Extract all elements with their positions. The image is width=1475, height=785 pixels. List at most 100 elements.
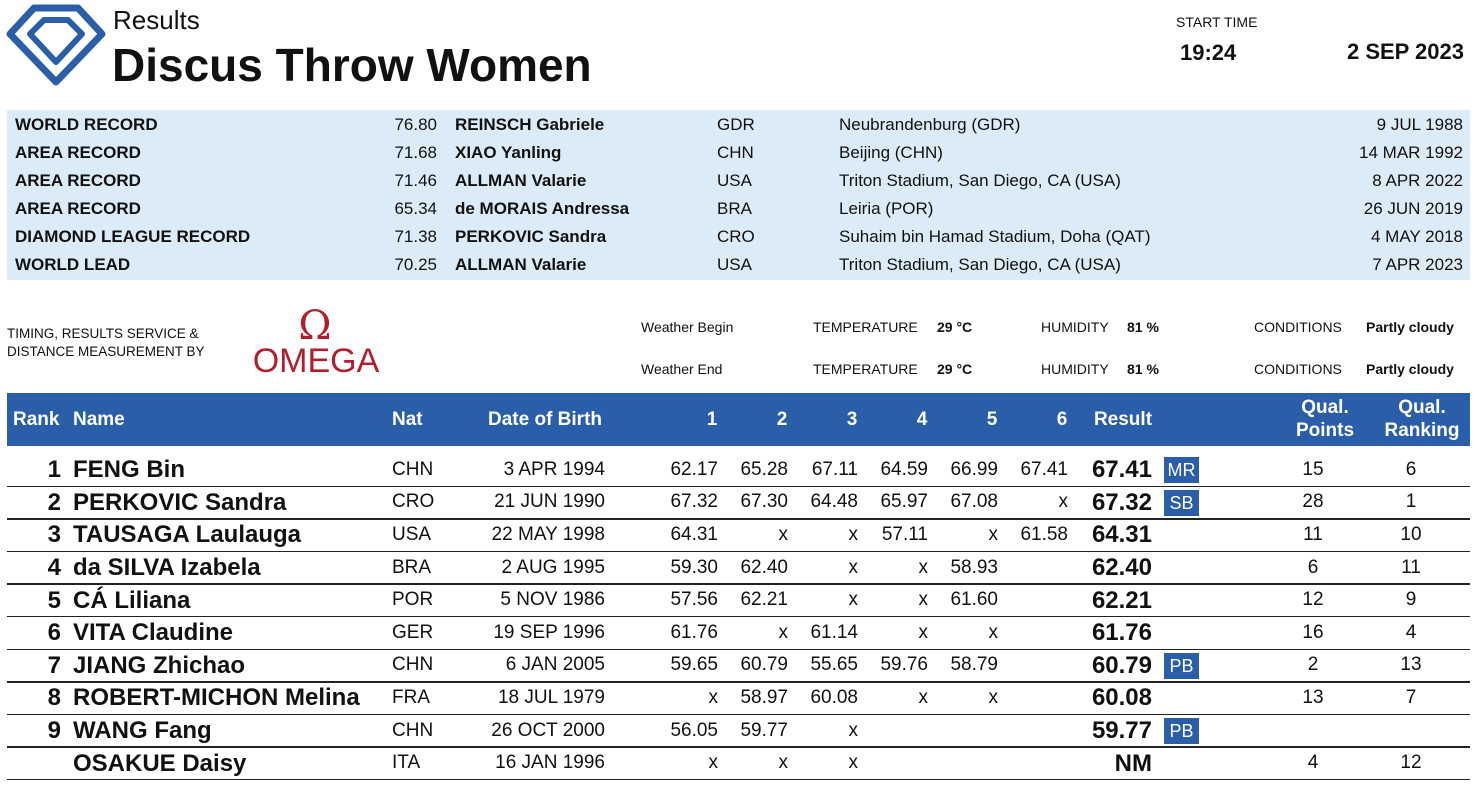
record-nat: CHN [717,143,754,163]
weather-field: HUMIDITY [1041,361,1109,378]
attempt: x [708,752,719,774]
attempt: 61.14 [810,621,858,643]
attempt: 62.21 [740,589,788,611]
nat: GER [392,621,434,643]
record-nat: USA [717,171,752,191]
result: 67.41 [1091,456,1152,484]
record-label: WORLD RECORD [15,115,158,135]
record-nat: CRO [717,227,755,247]
date-of-birth: 2 AUG 1995 [501,556,605,578]
rank: 4 [47,554,61,581]
rank: 8 [47,684,61,712]
result: 62.21 [1091,586,1152,614]
record-venue: Triton Stadium, San Diego, CA (USA) [839,171,1121,191]
column-header: Result [1093,408,1153,430]
record-mark: 70.25 [394,255,437,275]
nat: BRA [392,556,432,578]
attempt: x [778,523,789,545]
qual-ranking: 1 [1405,491,1417,513]
record-holder: ALLMAN Valarie [455,171,587,191]
omega-symbol: Ω [298,303,332,349]
row-separator [7,485,1470,487]
record-nat: GDR [717,115,755,135]
date-of-birth: 18 JUL 1979 [497,686,605,708]
attempt: 55.65 [810,654,858,676]
qual-points: 4 [1307,752,1319,774]
row-separator [7,550,1470,553]
result: 60.08 [1091,684,1152,712]
nat: ITA [392,752,421,774]
attempt: 59.65 [670,654,718,676]
date-of-birth: 26 OCT 2000 [491,719,605,741]
column-header: 3 [846,408,858,430]
result: 59.77 [1091,717,1152,744]
record-mark: 71.68 [394,143,437,163]
attempt: 67.41 [1020,458,1068,480]
row-separator [7,681,1470,683]
athlete-name: da SILVA Izabela [73,554,261,581]
start-time: 19:24 [1180,39,1237,65]
qual-ranking: 10 [1400,523,1422,545]
qual-points: 13 [1302,686,1324,708]
weather-field: 29 °C [937,319,973,336]
rank: 6 [47,619,61,647]
qual-points: 11 [1303,523,1323,545]
attempt: 61.76 [670,621,718,643]
attempt: 57.56 [670,589,718,611]
qual-ranking: 4 [1405,621,1417,643]
record-venue: Neubrandenburg (GDR) [839,115,1021,135]
records-box [7,110,1470,280]
weather-field: Partly cloudy [1366,319,1454,336]
result: 67.32 [1091,488,1152,516]
attempt: 58.79 [950,654,998,676]
attempt: 65.28 [740,458,788,480]
weather-field: TEMPERATURE [813,361,918,378]
record-holder: de MORAIS Andressa [455,199,630,219]
record-date: 7 APR 2023 [1372,255,1463,275]
date-of-birth: 16 JAN 1996 [495,752,605,774]
record-badge: SB [1164,489,1199,516]
record-nat: USA [717,255,752,275]
rank: 5 [47,586,61,614]
row-separator [7,518,1470,520]
nat: CRO [392,491,435,513]
attempt: 64.48 [810,491,858,513]
record-holder: ALLMAN Valarie [455,255,587,275]
start-time-label: START TIME [1176,14,1258,31]
column-header: 1 [706,408,718,430]
attempt: 64.59 [880,458,928,480]
diamond-logo [6,4,106,86]
timing-label: DISTANCE MEASUREMENT BY [7,343,205,359]
attempt: x [988,686,999,708]
attempt: 65.97 [880,491,928,513]
column-header: Qual. Ranking [1384,397,1460,441]
column-header: Nat [392,408,423,430]
row-separator [7,713,1470,716]
attempt: 61.60 [950,589,998,611]
attempt: 67.08 [950,491,998,513]
record-date: 9 JUL 1988 [1376,115,1463,135]
record-label: AREA RECORD [15,199,141,219]
attempt: x [988,523,999,545]
attempt: 67.30 [740,491,788,513]
attempt: x [918,686,929,708]
attempt: x [1058,491,1069,513]
nat: CHN [392,654,434,676]
attempt: 56.05 [670,719,718,741]
attempt: x [708,686,719,708]
row-separator [7,583,1470,585]
qual-ranking: 9 [1405,589,1417,611]
attempt: x [848,589,859,611]
athlete-name: CÁ Liliana [73,586,191,614]
attempt: 59.30 [670,556,718,578]
record-label: WORLD LEAD [15,255,131,275]
timing-label: TIMING, RESULTS SERVICE & [7,325,199,341]
weather-field: 81 % [1127,319,1159,336]
rank: 3 [47,521,61,549]
attempt: 61.58 [1020,523,1068,545]
weather-field: TEMPERATURE [813,319,918,336]
qual-points: 12 [1302,589,1324,611]
omega-logo: OMEGA [252,342,380,381]
qual-points: 15 [1302,458,1324,480]
